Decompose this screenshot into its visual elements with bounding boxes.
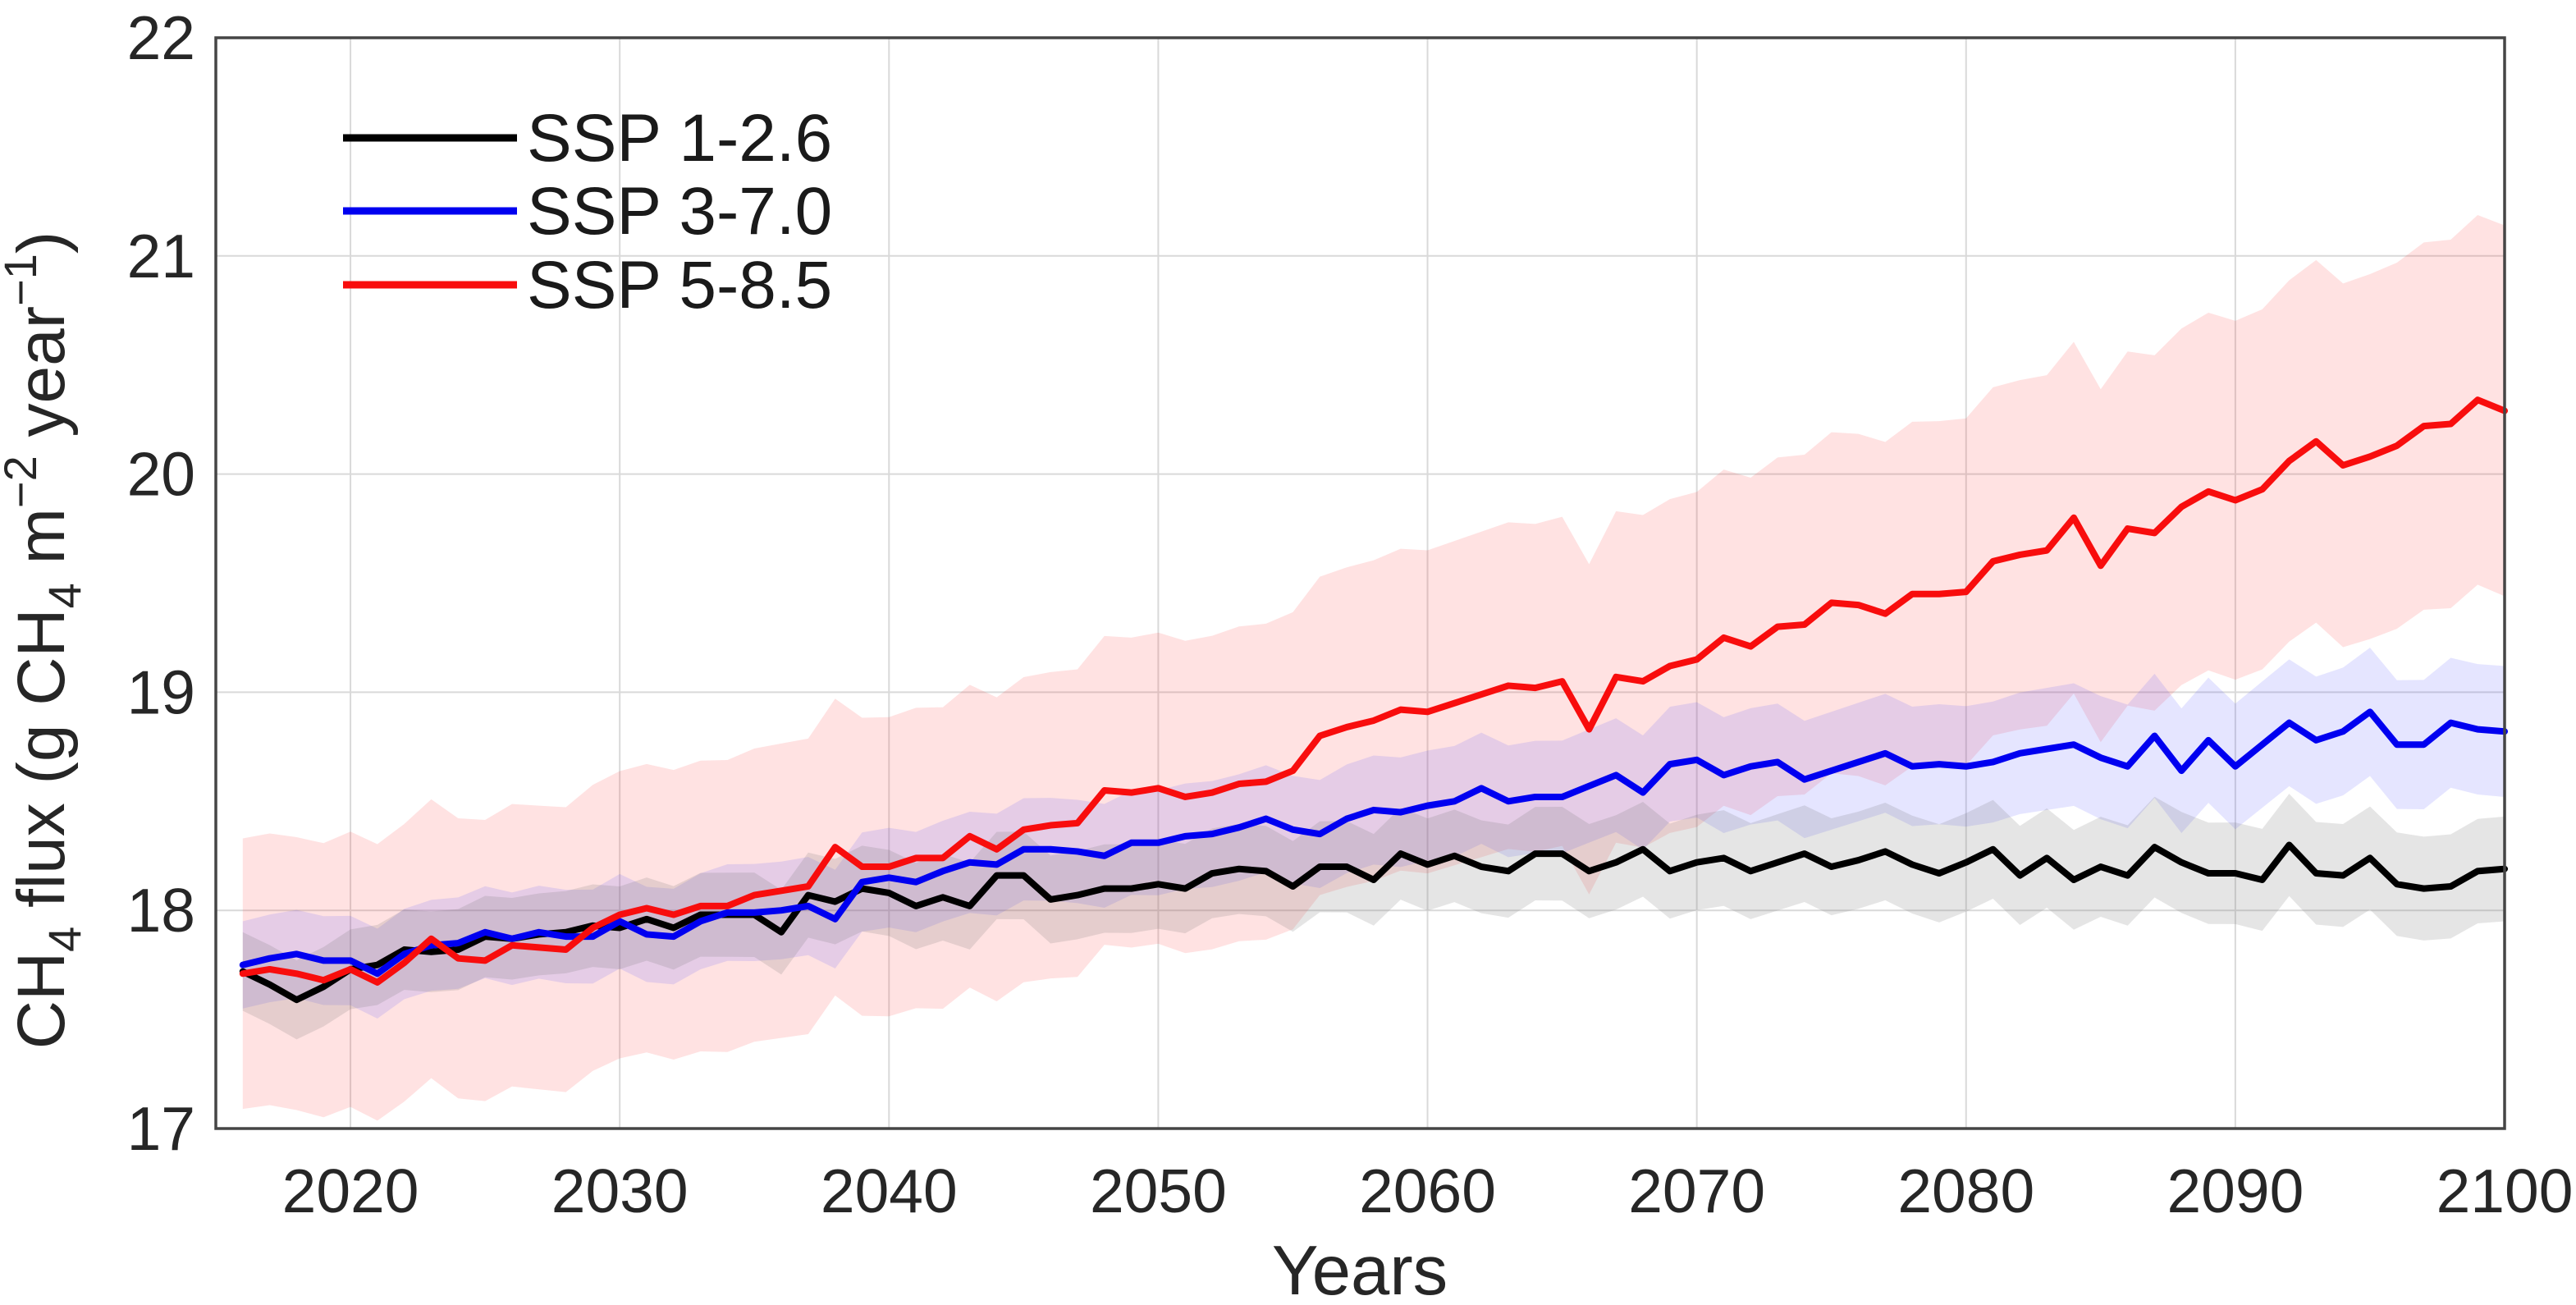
y-tick-label: 20	[127, 440, 195, 509]
y-axis-label: CH4 flux (g CH4 m−2 year−1)	[0, 231, 90, 1050]
legend-item-ssp1: SSP 1-2.6	[343, 101, 832, 176]
plot-border	[214, 36, 2506, 1130]
x-tick-label: 2070	[1628, 1156, 1765, 1225]
x-tick-label: 2040	[821, 1156, 958, 1225]
legend-label-ssp3-7.0: SSP 3-7.0	[527, 174, 832, 249]
legend: SSP 1-2.6 SSP 3-7.0 SSP 5-8.5	[343, 101, 832, 323]
uncertainty-band-ssp1-2.6	[242, 794, 2505, 1040]
x-tick-label: 2100	[2436, 1156, 2574, 1225]
y-tick-label: 22	[127, 3, 195, 72]
y-tick-label: 17	[127, 1094, 195, 1163]
y-tick-label: 18	[127, 876, 195, 945]
x-tick-label: 2090	[2166, 1156, 2304, 1225]
x-tick-label: 2080	[1897, 1156, 2034, 1225]
x-tick-label: 2060	[1359, 1156, 1496, 1225]
series-line-ssp5-8.5	[239, 396, 2508, 986]
gridlines	[216, 38, 2505, 1129]
legend-item-ssp3: SSP 3-7.0	[343, 174, 832, 249]
y-tick-label: 21	[127, 222, 195, 291]
x-tick-label: 2020	[282, 1156, 419, 1225]
legend-label-ssp5-8.5: SSP 5-8.5	[527, 248, 832, 323]
series-line-ssp1-2.6	[239, 841, 2508, 1004]
series-line-ssp3-7.0	[239, 708, 2508, 978]
y-tick-labels: 17 18 19 20 21 22	[127, 3, 195, 1163]
x-tick-label: 2050	[1090, 1156, 1227, 1225]
x-axis-label: Years	[1272, 1232, 1448, 1305]
x-tick-label: 2030	[551, 1156, 689, 1225]
legend-label-ssp1-2.6: SSP 1-2.6	[527, 101, 832, 176]
y-tick-label: 19	[127, 657, 195, 726]
uncertainty-band-ssp3-7.0	[242, 648, 2505, 1019]
x-tick-labels: 2020 2030 2040 2050 2060 2070 2080 2090 2100	[282, 1156, 2574, 1225]
series-lines	[239, 396, 2508, 1004]
legend-item-ssp5: SSP 5-8.5	[343, 248, 832, 323]
